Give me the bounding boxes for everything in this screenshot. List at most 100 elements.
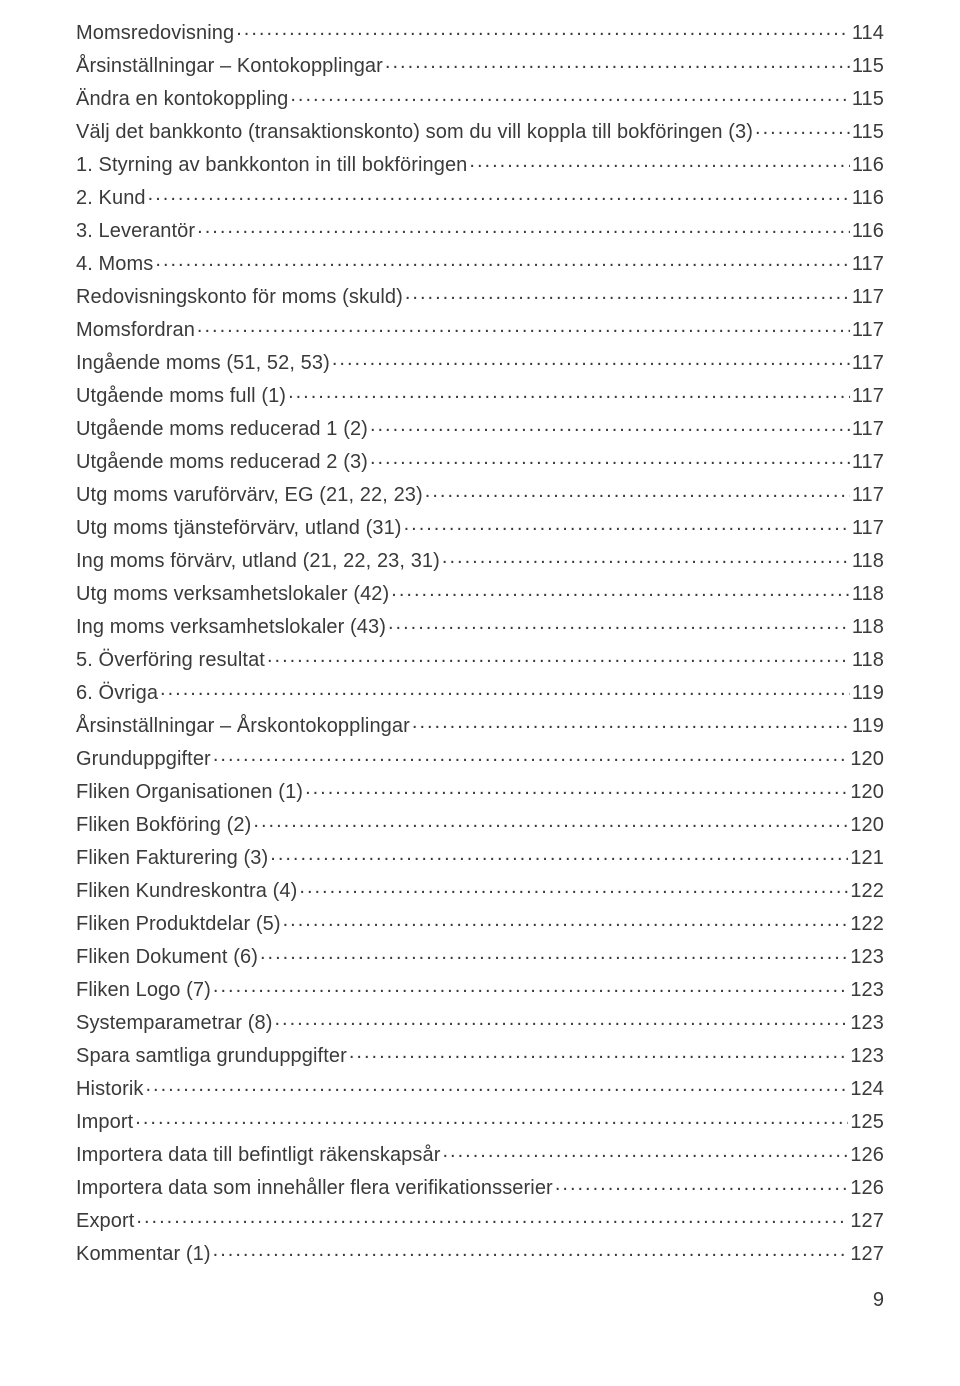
toc-entry-page: 124 <box>850 1079 884 1099</box>
toc-entry-title: Ändra en kontokoppling <box>76 89 288 109</box>
toc-entry[interactable]: Momsredovisning114 <box>76 14 884 47</box>
toc-entry-title: Utgående moms reducerad 2 (3) <box>76 452 368 472</box>
toc-entry[interactable]: Redovisningskonto för moms (skuld)117 <box>76 278 884 311</box>
toc-entry-title: Spara samtliga grunduppgifter <box>76 1046 347 1066</box>
toc-entry-page: 117 <box>852 386 884 406</box>
toc-page: Momsredovisning114Årsinställningar – Kon… <box>0 0 960 1268</box>
toc-entry-page: 122 <box>850 914 884 934</box>
toc-entry[interactable]: 1. Styrning av bankkonton in till bokför… <box>76 146 884 179</box>
toc-leader <box>160 679 850 699</box>
toc-entry[interactable]: Fliken Organisationen (1)120 <box>76 773 884 806</box>
toc-entry-title: Utg moms verksamhetslokaler (42) <box>76 584 389 604</box>
toc-entry-page: 120 <box>850 815 884 835</box>
toc-entry[interactable]: Fliken Dokument (6)123 <box>76 938 884 971</box>
toc-entry[interactable]: Kommentar (1) 127 <box>76 1235 884 1268</box>
toc-entry-title: Ing moms förvärv, utland (21, 22, 23, 31… <box>76 551 440 571</box>
toc-entry[interactable]: 6. Övriga119 <box>76 674 884 707</box>
toc-leader <box>405 283 850 303</box>
toc-entry[interactable]: Fliken Logo (7)123 <box>76 971 884 1004</box>
toc-entry-title: Välj det bankkonto (transaktionskonto) s… <box>76 122 753 142</box>
toc-entry[interactable]: 4. Moms 117 <box>76 245 884 278</box>
toc-entry[interactable]: Importera data som innehåller flera veri… <box>76 1169 884 1202</box>
toc-leader <box>290 85 849 105</box>
toc-entry-page: 123 <box>850 1013 884 1033</box>
toc-leader <box>136 1207 848 1227</box>
toc-leader <box>391 580 850 600</box>
toc-entry-page: 117 <box>852 419 884 439</box>
toc-entry-title: Utg moms tjänsteförvärv, utland (31) <box>76 518 402 538</box>
toc-entry[interactable]: Ingående moms (51, 52, 53)117 <box>76 344 884 377</box>
toc-entry-page: 121 <box>850 848 884 868</box>
toc-entry-title: Fliken Fakturering (3) <box>76 848 268 868</box>
toc-entry[interactable]: Utg moms verksamhetslokaler (42)118 <box>76 575 884 608</box>
toc-entry-title: 2. Kund <box>76 188 146 208</box>
toc-leader <box>253 811 848 831</box>
toc-entry-title: Fliken Organisationen (1) <box>76 782 303 802</box>
toc-entry[interactable]: Importera data till befintligt räkenskap… <box>76 1136 884 1169</box>
toc-leader <box>425 481 850 501</box>
toc-entry[interactable]: Årsinställningar – Årskontokopplingar119 <box>76 707 884 740</box>
toc-leader <box>442 547 850 567</box>
toc-entry-title: Grunduppgifter <box>76 749 211 769</box>
toc-entry-title: Momsredovisning <box>76 23 234 43</box>
toc-entry-page: 125 <box>850 1112 884 1132</box>
toc-entry[interactable]: Momsfordran 117 <box>76 311 884 344</box>
toc-entry[interactable]: 3. Leverantör 116 <box>76 212 884 245</box>
toc-entry[interactable]: Historik124 <box>76 1070 884 1103</box>
toc-entry-page: 115 <box>852 122 884 142</box>
toc-entry-title: Momsfordran <box>76 320 195 340</box>
toc-entry-page: 127 <box>850 1211 884 1231</box>
toc-entry[interactable]: Utg moms varuförvärv, EG (21, 22, 23)117 <box>76 476 884 509</box>
toc-entry[interactable]: Utgående moms reducerad 1 (2) 117 <box>76 410 884 443</box>
toc-entry[interactable]: Utgående moms reducerad 2 (3)117 <box>76 443 884 476</box>
toc-leader <box>332 349 850 369</box>
toc-entry[interactable]: Fliken Bokföring (2)120 <box>76 806 884 839</box>
toc-entry-title: 4. Moms <box>76 254 153 274</box>
toc-entry-title: Kommentar (1) <box>76 1244 211 1264</box>
toc-entry-title: 1. Styrning av bankkonton in till bokför… <box>76 155 467 175</box>
toc-entry-page: 116 <box>852 221 884 241</box>
toc-entry[interactable]: Utgående moms full (1) 117 <box>76 377 884 410</box>
toc-entry[interactable]: Ing moms förvärv, utland (21, 22, 23, 31… <box>76 542 884 575</box>
toc-entry-page: 122 <box>850 881 884 901</box>
toc-leader <box>288 382 850 402</box>
toc-entry[interactable]: Spara samtliga grunduppgifter123 <box>76 1037 884 1070</box>
toc-entry[interactable]: Ing moms verksamhetslokaler (43)118 <box>76 608 884 641</box>
toc-entry-title: Fliken Logo (7) <box>76 980 211 1000</box>
toc-entry-page: 127 <box>850 1244 884 1264</box>
toc-entry[interactable]: 2. Kund116 <box>76 179 884 212</box>
toc-entry-page: 118 <box>852 551 884 571</box>
toc-entry[interactable]: Export127 <box>76 1202 884 1235</box>
toc-entry[interactable]: Utg moms tjänsteförvärv, utland (31)117 <box>76 509 884 542</box>
toc-entry[interactable]: Grunduppgifter 120 <box>76 740 884 773</box>
toc-leader <box>442 1141 848 1161</box>
toc-list: Momsredovisning114Årsinställningar – Kon… <box>76 14 884 1268</box>
toc-entry-page: 118 <box>852 617 884 637</box>
toc-entry[interactable]: Ändra en kontokoppling115 <box>76 80 884 113</box>
toc-entry-title: Fliken Produktdelar (5) <box>76 914 281 934</box>
toc-entry[interactable]: Fliken Kundreskontra (4)122 <box>76 872 884 905</box>
toc-leader <box>370 415 850 435</box>
toc-entry-title: Utgående moms full (1) <box>76 386 286 406</box>
toc-leader <box>299 877 848 897</box>
toc-entry-page: 117 <box>852 254 884 274</box>
toc-entry[interactable]: Välj det bankkonto (transaktionskonto) s… <box>76 113 884 146</box>
toc-entry-page: 120 <box>850 749 884 769</box>
toc-entry[interactable]: Fliken Produktdelar (5) 122 <box>76 905 884 938</box>
toc-entry-title: Årsinställningar – Kontokopplingar <box>76 56 383 76</box>
toc-entry[interactable]: Systemparametrar (8)123 <box>76 1004 884 1037</box>
toc-entry-page: 123 <box>850 947 884 967</box>
toc-entry-title: 3. Leverantör <box>76 221 195 241</box>
toc-entry-title: Utgående moms reducerad 1 (2) <box>76 419 368 439</box>
toc-entry[interactable]: 5. Överföring resultat118 <box>76 641 884 674</box>
toc-leader <box>213 1240 849 1260</box>
toc-entry[interactable]: Årsinställningar – Kontokopplingar115 <box>76 47 884 80</box>
toc-entry-title: Årsinställningar – Årskontokopplingar <box>76 716 410 736</box>
toc-entry-page: 117 <box>852 320 884 340</box>
toc-leader <box>275 1009 849 1029</box>
toc-leader <box>283 910 849 930</box>
toc-entry[interactable]: Fliken Fakturering (3) 121 <box>76 839 884 872</box>
toc-entry-page: 117 <box>852 353 884 373</box>
toc-leader <box>155 250 849 270</box>
toc-entry[interactable]: Import125 <box>76 1103 884 1136</box>
